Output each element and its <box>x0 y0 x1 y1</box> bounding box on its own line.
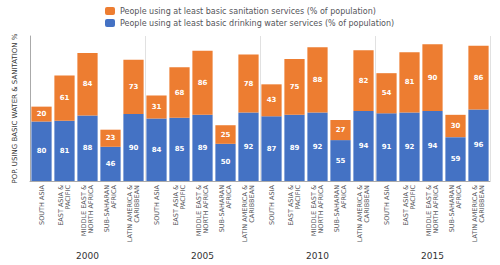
svg-text:85: 85 <box>175 145 185 153</box>
svg-text:88: 88 <box>83 144 93 152</box>
svg-text:30: 30 <box>451 122 461 130</box>
svg-text:People using at least basic sa: People using at least basic sanitation s… <box>120 7 376 16</box>
svg-text:AFRICA: AFRICA <box>455 184 463 208</box>
svg-text:90: 90 <box>428 74 438 82</box>
svg-text:75: 75 <box>290 83 300 91</box>
svg-text:SOUTH ASIA: SOUTH ASIA <box>153 184 161 224</box>
svg-text:80: 80 <box>37 147 47 155</box>
svg-text:MIDDLE EAST &: MIDDLE EAST & <box>309 185 318 237</box>
svg-text:92: 92 <box>313 143 323 151</box>
svg-text:SUB-SAHARAN: SUB-SAHARAN <box>332 185 341 233</box>
svg-text:87: 87 <box>267 145 277 153</box>
svg-text:92: 92 <box>244 143 254 151</box>
svg-text:92: 92 <box>405 143 415 151</box>
svg-text:81: 81 <box>60 147 70 155</box>
svg-text:46: 46 <box>106 160 116 168</box>
svg-text:81: 81 <box>405 78 415 86</box>
svg-text:86: 86 <box>474 74 484 82</box>
svg-text:2015: 2015 <box>421 251 444 261</box>
svg-text:EAST ASIA &: EAST ASIA & <box>286 185 295 226</box>
svg-text:NORTH AFRICA: NORTH AFRICA <box>432 184 440 233</box>
svg-text:AFRICA: AFRICA <box>225 184 233 208</box>
svg-text:55: 55 <box>336 157 346 165</box>
svg-text:2000: 2000 <box>76 251 99 261</box>
svg-text:People using at least basic dr: People using at least basic drinking wat… <box>120 19 394 28</box>
svg-text:27: 27 <box>336 126 346 134</box>
svg-text:31: 31 <box>152 103 162 111</box>
svg-text:CARIBBEAN: CARIBBEAN <box>248 185 256 223</box>
svg-text:96: 96 <box>474 141 484 149</box>
svg-text:78: 78 <box>244 80 254 88</box>
svg-text:84: 84 <box>83 80 93 88</box>
svg-text:MIDDLE EAST &: MIDDLE EAST & <box>194 185 203 237</box>
svg-text:CARIBBEAN: CARIBBEAN <box>363 185 371 223</box>
svg-text:20: 20 <box>37 110 47 118</box>
svg-text:2010: 2010 <box>306 251 329 261</box>
svg-text:NORTH AFRICA: NORTH AFRICA <box>317 184 325 233</box>
svg-text:94: 94 <box>359 142 369 150</box>
svg-text:PACIFIC: PACIFIC <box>179 185 187 210</box>
svg-text:LATIN AMERICA &: LATIN AMERICA & <box>470 185 479 243</box>
svg-text:NORTH AFRICA: NORTH AFRICA <box>202 184 210 233</box>
svg-text:PACIFIC: PACIFIC <box>64 185 72 210</box>
svg-text:CARIBBEAN: CARIBBEAN <box>133 185 141 223</box>
svg-text:59: 59 <box>451 155 461 163</box>
svg-text:MIDDLE EAST &: MIDDLE EAST & <box>79 185 88 237</box>
svg-text:82: 82 <box>359 77 369 85</box>
svg-text:94: 94 <box>428 142 438 150</box>
svg-text:SOUTH ASIA: SOUTH ASIA <box>383 184 391 224</box>
svg-text:CARIBBEAN: CARIBBEAN <box>478 185 486 223</box>
svg-text:LATIN AMERICA &: LATIN AMERICA & <box>355 185 364 243</box>
svg-text:LATIN AMERICA &: LATIN AMERICA & <box>125 185 134 243</box>
svg-text:88: 88 <box>313 76 323 84</box>
svg-text:68: 68 <box>175 89 185 97</box>
svg-text:EAST ASIA &: EAST ASIA & <box>401 185 410 226</box>
svg-text:EAST ASIA &: EAST ASIA & <box>171 185 180 226</box>
svg-text:25: 25 <box>221 131 231 139</box>
svg-text:NORTH AFRICA: NORTH AFRICA <box>87 184 95 233</box>
svg-text:SUB-SAHARAN: SUB-SAHARAN <box>217 185 226 233</box>
svg-text:PACIFIC: PACIFIC <box>294 185 302 210</box>
svg-text:84: 84 <box>152 146 162 154</box>
svg-text:POP. USING BASIC WATER & SANIT: POP. USING BASIC WATER & SANITATION % <box>11 33 19 183</box>
svg-text:SUB-SAHARAN: SUB-SAHARAN <box>102 185 111 233</box>
svg-text:EAST ASIA &: EAST ASIA & <box>56 185 65 226</box>
svg-text:SOUTH ASIA: SOUTH ASIA <box>38 184 46 224</box>
svg-text:SUB-SAHARAN: SUB-SAHARAN <box>447 185 456 233</box>
svg-text:86: 86 <box>198 79 208 87</box>
svg-text:MIDDLE EAST &: MIDDLE EAST & <box>424 185 433 237</box>
svg-text:50: 50 <box>221 158 231 166</box>
svg-text:61: 61 <box>60 94 70 102</box>
svg-text:AFRICA: AFRICA <box>340 184 348 208</box>
svg-text:89: 89 <box>198 144 208 152</box>
svg-text:73: 73 <box>129 83 139 91</box>
svg-text:AFRICA: AFRICA <box>110 184 118 208</box>
svg-text:91: 91 <box>382 143 392 151</box>
svg-text:PACIFIC: PACIFIC <box>409 185 417 210</box>
svg-text:2005: 2005 <box>191 251 214 261</box>
svg-text:43: 43 <box>267 96 277 104</box>
svg-text:23: 23 <box>106 134 116 142</box>
svg-text:54: 54 <box>382 89 392 97</box>
svg-text:SOUTH ASIA: SOUTH ASIA <box>268 184 276 224</box>
svg-text:89: 89 <box>290 144 300 152</box>
svg-text:LATIN AMERICA &: LATIN AMERICA & <box>240 185 249 243</box>
svg-text:90: 90 <box>129 144 139 152</box>
